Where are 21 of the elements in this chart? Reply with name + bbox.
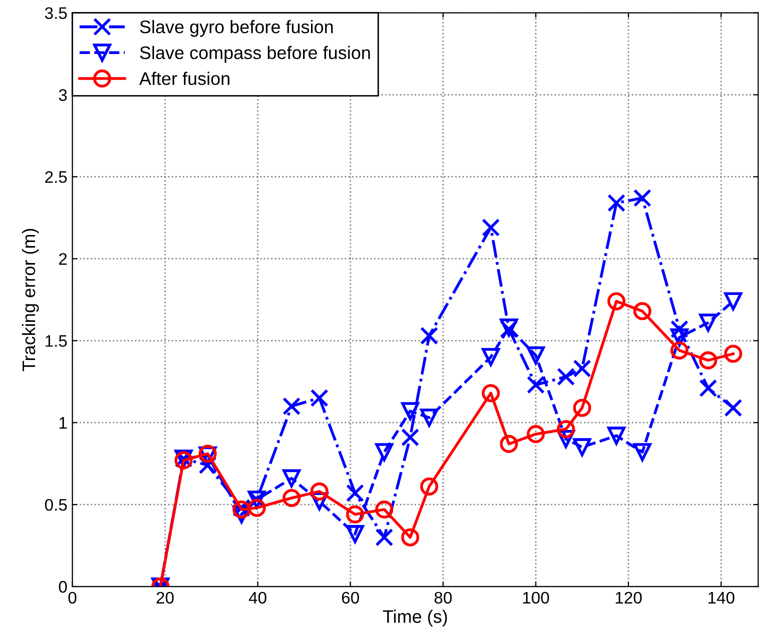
x-axis-title: Time (s) [382,610,447,627]
y-tick-label: 2.5 [45,171,67,183]
x-tick-label: 20 [156,592,174,604]
x-tick-label: 0 [68,592,76,604]
legend-label: Slave compass before fusion [140,46,370,63]
x-tick-label: 120 [616,592,642,604]
x-tick-label: 60 [342,592,360,604]
y-axis-title: Tracking error (m) [22,228,39,372]
x-tick-label: 100 [523,592,550,604]
y-tick-label: 3.5 [45,7,67,20]
y-tick-label: 2 [59,253,67,265]
legend-label: After fusion [139,72,230,86]
x-tick-label: 80 [434,592,452,604]
y-tick-label: 0 [58,580,67,593]
x-tick-label: 40 [248,592,266,604]
legend-label: Slave gyro before fusion [140,20,333,37]
y-tick-label: 3 [58,89,67,101]
x-tick-label: 140 [708,592,734,604]
y-tick-label: 0.5 [45,498,67,511]
y-tick-label: 1.5 [46,335,67,347]
y-tick-label: 1 [60,417,67,429]
